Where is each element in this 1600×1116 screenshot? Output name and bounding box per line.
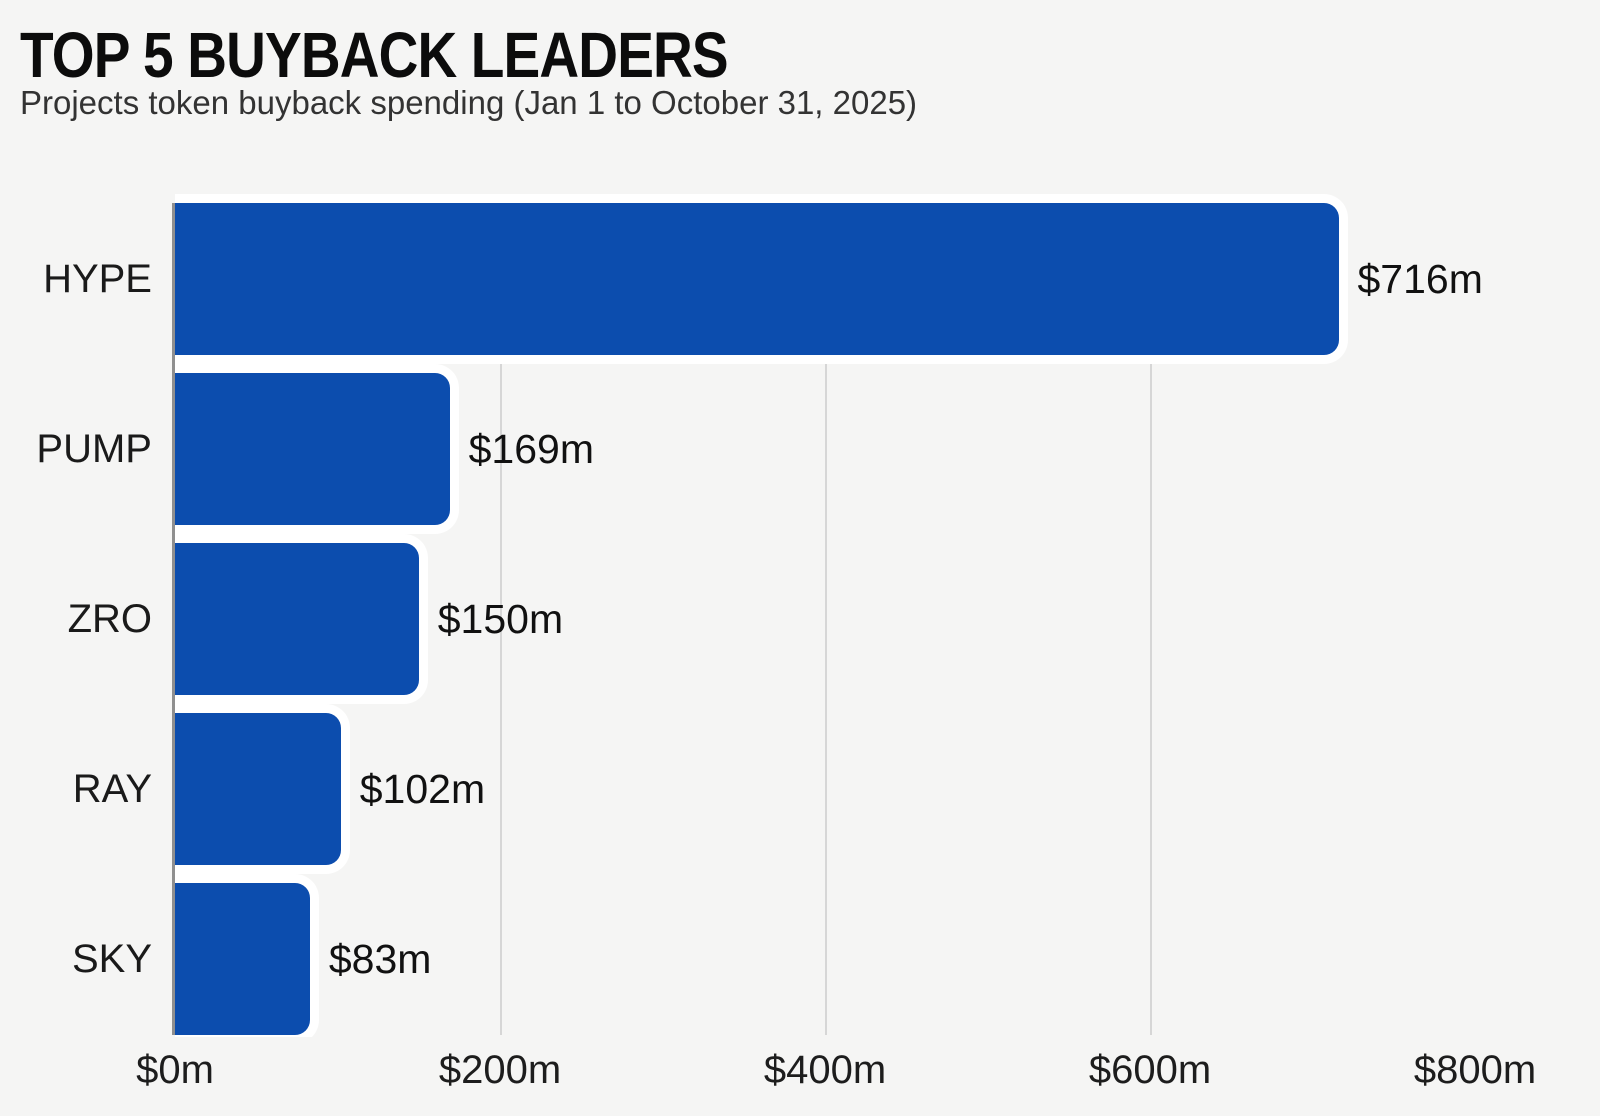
x-axis: $0m $200m $400m $600m $800m xyxy=(136,1042,1536,1102)
gridline-600 xyxy=(1150,203,1152,1035)
value-label: $83m xyxy=(328,935,432,982)
bar-row: $716m xyxy=(175,203,1483,355)
category-label-pump: PUMP xyxy=(36,426,152,471)
value-label: $169m xyxy=(468,425,594,472)
category-label-ray: RAY xyxy=(72,766,152,811)
value-label: $150m xyxy=(437,595,564,642)
y-axis-line xyxy=(172,203,175,1035)
page-title: TOP 5 BUYBACK LEADERS xyxy=(20,19,729,91)
x-tick-label-200: $200m xyxy=(438,1048,562,1092)
x-tick-label-0: $0m xyxy=(136,1048,214,1092)
category-label-hype: HYPE xyxy=(43,256,152,301)
bar-row: $102m xyxy=(175,713,1475,865)
bar-pump xyxy=(175,373,450,525)
bar-chart: $716m $169m $150m $102m $83m xyxy=(172,203,1483,1035)
category-axis: HYPE PUMP ZRO RAY SKY xyxy=(0,203,152,1035)
bar-zro xyxy=(175,543,419,695)
bar-row: $83m xyxy=(175,883,1475,1035)
category-label-sky: SKY xyxy=(71,936,152,981)
bar-ray xyxy=(175,713,341,865)
x-tick-label-800: $800m xyxy=(1413,1048,1537,1092)
bar-sky xyxy=(175,883,310,1035)
page-subtitle: Projects token buyback spending (Jan 1 t… xyxy=(20,84,918,121)
bar-row: $169m xyxy=(175,373,1475,525)
bar-row: $150m xyxy=(175,543,1475,695)
category-label-zro: ZRO xyxy=(67,596,152,641)
bar-hype xyxy=(175,203,1339,355)
gridline-200 xyxy=(500,203,502,1035)
value-label: $716m xyxy=(1357,255,1483,302)
bars-layer: $716m $169m $150m $102m $83m xyxy=(175,203,1483,1035)
value-label: $102m xyxy=(359,765,486,812)
gridline-400 xyxy=(825,203,827,1035)
x-tick-label-600: $600m xyxy=(1088,1048,1212,1092)
x-tick-label-400: $400m xyxy=(763,1048,887,1092)
